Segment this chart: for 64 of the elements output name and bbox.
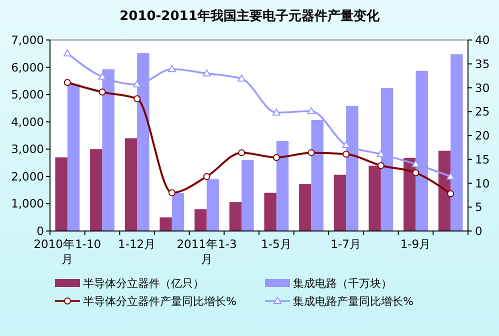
point [203,173,210,180]
y-tick-label: 7,000 [11,33,44,47]
bar [368,166,381,231]
bar [124,138,138,231]
point [412,169,420,176]
x-tick-label: 1-5月 [261,237,292,251]
bar [55,157,68,231]
point [342,150,350,158]
bar [299,184,312,231]
y-tick-label: 0 [36,224,44,238]
y2-tick-label: 10 [475,176,490,190]
point [272,154,280,161]
point [308,149,315,156]
y-tick-label: 1,000 [11,196,44,211]
bar [264,192,276,231]
x-tick-label: 1-12月 [118,237,156,251]
bar [242,160,254,231]
chart-title: 2010-2011年我国主要电子元器件产量变化 [120,8,380,24]
x-tick-label: 1-9月 [400,237,432,251]
point [238,74,246,82]
y2-tick-label: 30 [475,80,490,95]
y2-tick-label: 15 [475,152,490,166]
y2-tick-label: 20 [475,128,490,142]
bar [160,217,172,231]
point [168,65,176,72]
point [202,69,211,76]
bar [206,179,219,231]
y-tick-label: 2,000 [11,169,44,184]
legend-label: 半导体分立器件（亿只） [83,277,204,290]
y2-tick-label: 25 [475,104,490,119]
bar [438,150,451,231]
point [168,189,176,196]
point [98,88,106,96]
bar [450,54,463,231]
point [238,149,246,156]
bar [334,174,346,231]
y2-tick-label: 5 [475,200,482,214]
bar [67,84,80,231]
point [64,79,71,86]
bar [404,158,416,231]
y2-tick-label: 0 [475,224,482,238]
point [272,108,280,116]
bar [229,202,242,231]
y2-tick-label: 35 [475,56,490,71]
legend-label: 集成电路（千万块） [293,277,392,290]
x-tick-label: 2011年1-3月 [176,237,237,266]
point [447,190,454,198]
y-tick-label: 3,000 [11,142,44,156]
x-tick-label: 2010年1-10月 [34,237,102,266]
point [377,162,384,170]
legend-label: 集成电路产量同比增长% [293,295,414,308]
point [134,95,141,102]
bar [90,149,102,231]
bar [276,140,289,231]
point [63,49,72,56]
x-tick-label: 1-7月 [330,237,362,251]
y-tick-label: 4,000 [11,114,44,129]
legend-label: 半导体分立器件产量同比增长% [83,295,236,308]
point [307,107,316,114]
y-tick-label: 5,000 [11,88,44,102]
bar [172,193,184,231]
bar [194,209,207,231]
y2-tick-label: 40 [475,33,490,47]
y-tick-label: 6,000 [11,60,44,74]
